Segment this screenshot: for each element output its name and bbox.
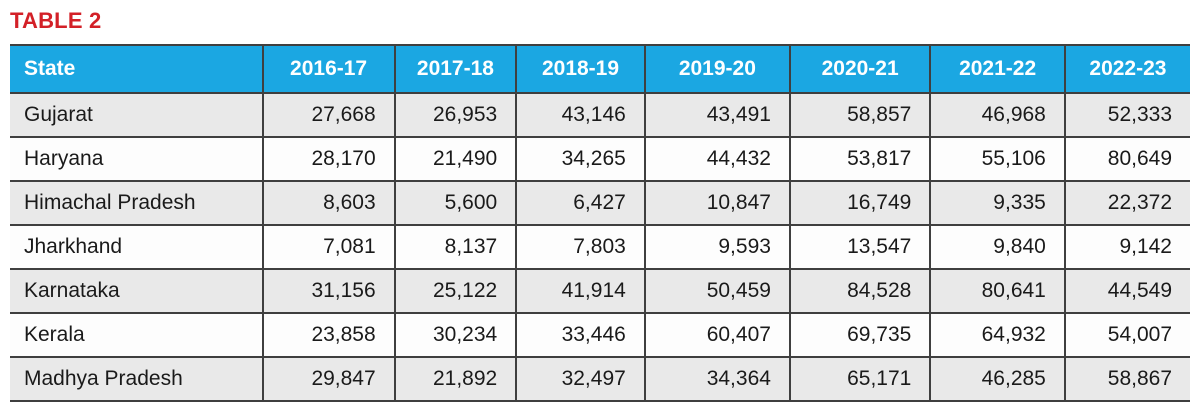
value-cell: 27,668 <box>261 93 395 138</box>
column-header-2020-21: 2020-21 <box>788 45 931 94</box>
value-cell: 58,867 <box>1063 357 1190 402</box>
state-cell: Haryana <box>10 137 263 182</box>
value-cell: 34,265 <box>515 137 645 182</box>
value-cell: 58,857 <box>788 93 931 138</box>
value-cell: 25,122 <box>393 269 517 314</box>
table-row: Gujarat 27,668 26,953 43,146 43,491 58,857 46,… <box>10 93 1190 138</box>
value-cell: 13,547 <box>788 225 931 270</box>
value-cell: 32,497 <box>515 357 645 402</box>
state-cell: Himachal Pradesh <box>10 181 263 226</box>
value-cell: 44,432 <box>643 137 790 182</box>
value-cell: 80,649 <box>1063 137 1190 182</box>
value-cell: 10,847 <box>643 181 790 226</box>
value-cell: 7,081 <box>261 225 395 270</box>
table-body: Gujarat 27,668 26,953 43,146 43,491 58,857 46,… <box>10 93 1190 402</box>
value-cell: 26,953 <box>393 93 517 138</box>
state-cell: Madhya Pradesh <box>10 357 263 402</box>
value-cell: 9,840 <box>929 225 1065 270</box>
state-cell: Jharkhand <box>10 225 263 270</box>
table-row: Jharkhand 7,081 8,137 7,803 9,593 13,547 9,840… <box>10 225 1190 270</box>
value-cell: 50,459 <box>643 269 790 314</box>
value-cell: 23,858 <box>261 313 395 358</box>
column-header-2017-18: 2017-18 <box>393 45 517 94</box>
column-header-2022-23: 2022-23 <box>1063 45 1190 94</box>
state-cell: Gujarat <box>10 93 263 138</box>
value-cell: 33,446 <box>515 313 645 358</box>
table-title: TABLE 2 <box>10 8 102 33</box>
table-row: Kerala 23,858 30,234 33,446 60,407 69,735 64,9… <box>10 313 1190 358</box>
table-row: Himachal Pradesh 8,603 5,600 6,427 10,847 16,… <box>10 181 1190 226</box>
column-header-2019-20: 2019-20 <box>643 45 790 94</box>
value-cell: 53,817 <box>788 137 931 182</box>
column-header-2018-19: 2018-19 <box>515 45 645 94</box>
value-cell: 16,749 <box>788 181 931 226</box>
column-header-state: State <box>10 45 263 94</box>
state-cell: Karnataka <box>10 269 263 314</box>
value-cell: 43,491 <box>643 93 790 138</box>
value-cell: 80,641 <box>929 269 1065 314</box>
value-cell: 44,549 <box>1063 269 1190 314</box>
value-cell: 22,372 <box>1063 181 1190 226</box>
value-cell: 8,137 <box>393 225 517 270</box>
value-cell: 5,600 <box>393 181 517 226</box>
table-header: State 2016-17 2017-18 2018-19 2019-20 2020-21… <box>10 45 1190 94</box>
value-cell: 46,968 <box>929 93 1065 138</box>
column-header-2021-22: 2021-22 <box>929 45 1065 94</box>
value-cell: 7,803 <box>515 225 645 270</box>
value-cell: 60,407 <box>643 313 790 358</box>
value-cell: 9,593 <box>643 225 790 270</box>
value-cell: 54,007 <box>1063 313 1190 358</box>
value-cell: 69,735 <box>788 313 931 358</box>
data-table: State 2016-17 2017-18 2018-19 2019-20 2020-21… <box>10 44 1190 402</box>
value-cell: 46,285 <box>929 357 1065 402</box>
value-cell: 52,333 <box>1063 93 1190 138</box>
value-cell: 43,146 <box>515 93 645 138</box>
value-cell: 28,170 <box>261 137 395 182</box>
header-row: State 2016-17 2017-18 2018-19 2019-20 2020-21… <box>10 45 1190 94</box>
value-cell: 8,603 <box>261 181 395 226</box>
value-cell: 21,490 <box>393 137 517 182</box>
table-row: Haryana 28,170 21,490 34,265 44,432 53,817 55,… <box>10 137 1190 182</box>
page: TABLE 2 State 2016-17 2017-18 2018-19 2019-2… <box>10 8 1190 402</box>
value-cell: 55,106 <box>929 137 1065 182</box>
value-cell: 34,364 <box>643 357 790 402</box>
value-cell: 64,932 <box>929 313 1065 358</box>
table-row: Madhya Pradesh 29,847 21,892 32,497 34,364 65… <box>10 357 1190 402</box>
value-cell: 30,234 <box>393 313 517 358</box>
column-header-2016-17: 2016-17 <box>261 45 395 94</box>
value-cell: 9,335 <box>929 181 1065 226</box>
state-cell: Kerala <box>10 313 263 358</box>
value-cell: 6,427 <box>515 181 645 226</box>
value-cell: 9,142 <box>1063 225 1190 270</box>
value-cell: 65,171 <box>788 357 931 402</box>
table-row: Karnataka 31,156 25,122 41,914 50,459 84,528 8… <box>10 269 1190 314</box>
value-cell: 31,156 <box>261 269 395 314</box>
value-cell: 21,892 <box>393 357 517 402</box>
value-cell: 84,528 <box>788 269 931 314</box>
value-cell: 41,914 <box>515 269 645 314</box>
value-cell: 29,847 <box>261 357 395 402</box>
